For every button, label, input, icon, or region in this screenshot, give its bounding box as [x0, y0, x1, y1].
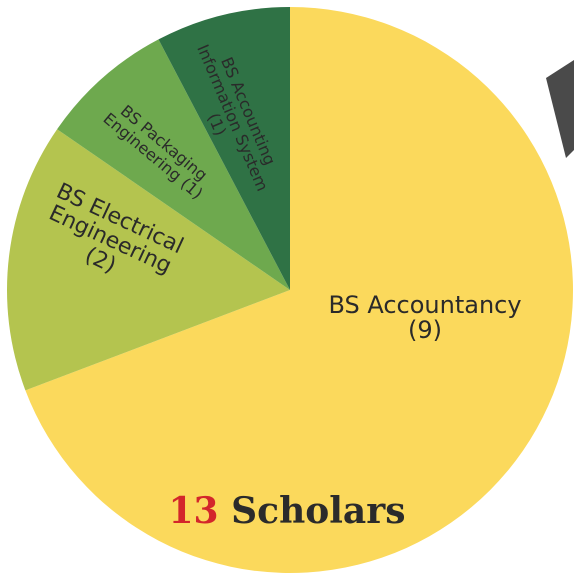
- value-label: (9): [295, 318, 555, 343]
- total-caption: Scholars: [231, 490, 405, 532]
- total: 13 Scholars: [0, 490, 574, 532]
- chart: [0, 0, 574, 574]
- total-number: 13: [169, 490, 219, 532]
- page: 13 Scholars (() => { const data = JSON.p…: [0, 0, 574, 574]
- background-photo: [546, 60, 574, 158]
- category-name: BS Accountancy: [328, 291, 521, 319]
- slice-label: BS Accountancy (9): [295, 293, 555, 343]
